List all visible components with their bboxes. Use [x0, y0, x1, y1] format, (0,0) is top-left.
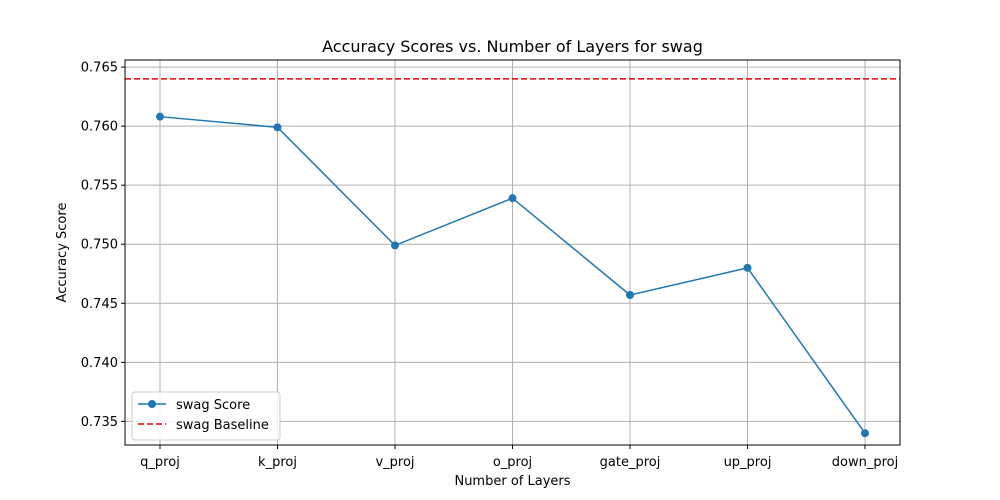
legend-series-label: swag Score: [176, 398, 250, 413]
series-layer: [125, 78, 900, 438]
x-tick-label: gate_proj: [600, 455, 661, 470]
y-tick-label: 0.765: [81, 61, 118, 76]
data-point: [626, 291, 634, 300]
y-tick-label: 0.760: [81, 120, 118, 135]
data-point: [861, 429, 869, 438]
y-axis-title: Accuracy Score: [55, 203, 70, 303]
plot-frame: [124, 59, 901, 446]
data-point: [156, 112, 164, 121]
data-point: [743, 263, 752, 272]
legend: swag Score swag Baseline: [131, 391, 281, 441]
y-tick-label: 0.750: [81, 238, 118, 253]
y-tick-label: 0.735: [81, 415, 118, 430]
x-tick-label: up_proj: [724, 455, 772, 470]
legend-baseline-label: swag Baseline: [176, 418, 269, 433]
chart-title: Accuracy Scores vs. Number of Layers for…: [322, 37, 703, 56]
axis-ticks: q_proj k_proj v_proj o_proj gate_proj up_proj…: [81, 61, 898, 470]
x-tick-label: v_proj: [375, 455, 414, 470]
x-tick-label: o_proj: [493, 455, 532, 470]
y-tick-label: 0.745: [81, 297, 118, 312]
y-tick-label: 0.755: [81, 179, 118, 194]
data-point: [391, 241, 399, 250]
x-tick-label: down_proj: [832, 455, 898, 470]
y-tick-label: 0.740: [81, 356, 118, 371]
legend-series-marker: [148, 400, 156, 408]
grid-lines: [125, 60, 900, 445]
legend-box: [131, 391, 281, 441]
x-tick-label: k_proj: [258, 455, 297, 470]
data-point: [508, 194, 517, 203]
data-point: [273, 123, 282, 132]
x-tick-label: q_proj: [140, 455, 180, 470]
x-axis-title: Number of Layers: [454, 474, 570, 489]
